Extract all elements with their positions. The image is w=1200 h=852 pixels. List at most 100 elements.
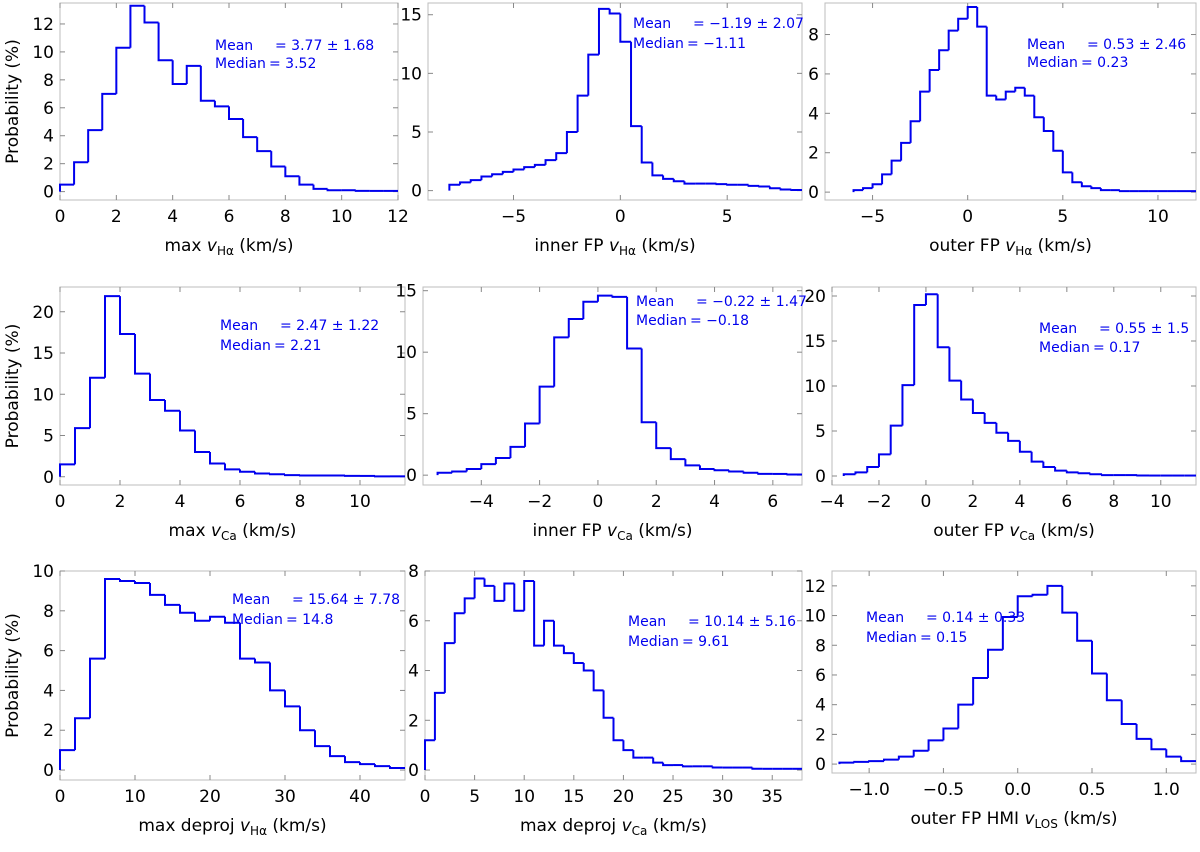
histogram-bin: [242, 118, 258, 139]
histogram-bin: [883, 758, 899, 762]
y-tick-label: 6: [815, 666, 826, 686]
plot-frame: [422, 286, 803, 486]
plot-frame: [831, 570, 1197, 774]
histogram-bin: [1135, 723, 1152, 740]
histogram-bin: [59, 463, 75, 477]
histogram-bin: [751, 767, 763, 770]
median-value: = 9.61: [682, 634, 729, 650]
y-tick-label: 12: [32, 15, 54, 35]
histogram-bin: [270, 151, 286, 168]
histogram-bin: [960, 380, 973, 401]
histogram-bin: [89, 657, 105, 719]
x-tick-label: 0: [55, 492, 66, 512]
histogram-bin: [1061, 150, 1073, 174]
histogram-bin: [359, 762, 375, 766]
y-tick-label: 10: [32, 43, 54, 63]
histogram-bin: [622, 740, 634, 752]
y-tick-label: 6: [43, 99, 54, 119]
histogram-bin: [491, 173, 503, 177]
x-tick-label: −1.0: [849, 780, 890, 800]
histogram-bin: [284, 166, 300, 178]
x-tick-label: 5: [1057, 207, 1068, 227]
y-tick-label: 8: [815, 636, 826, 656]
x-tick-label: 0: [615, 207, 626, 227]
histogram-bin: [868, 760, 884, 763]
histogram-bin: [194, 430, 210, 453]
y-tick-label: 15: [400, 6, 422, 26]
y-tick-label: 8: [808, 26, 819, 46]
x-tick-label: 2: [111, 207, 122, 227]
histogram-bin: [957, 17, 968, 31]
histogram-bin: [1046, 584, 1063, 595]
histogram-bin: [104, 295, 120, 378]
histogram-bin: [1018, 440, 1032, 453]
histogram-bin: [89, 376, 105, 429]
x-tick-label: −2: [527, 492, 552, 512]
histogram-bin: [582, 663, 594, 672]
histogram-bin: [1016, 595, 1033, 618]
histogram-bin: [786, 473, 802, 476]
y-tick-label: 2: [43, 721, 54, 741]
mean-value: = 0.55 ± 1.5: [1099, 321, 1189, 337]
x-tick-label: 10: [124, 787, 146, 807]
histogram-bin: [871, 183, 883, 189]
mean-label: Mean: [220, 318, 258, 334]
histogram-bin: [562, 645, 574, 655]
median-label: Median: [215, 56, 266, 72]
y-tick-label: 5: [43, 427, 54, 447]
median-label: Median: [220, 338, 271, 354]
x-tick-label: 1.0: [1153, 780, 1180, 800]
histogram-bin: [768, 186, 781, 190]
mean-value: = 2.47 ± 1.22: [280, 318, 379, 334]
histogram-bin: [681, 765, 693, 768]
histogram-bin: [596, 294, 613, 302]
histogram-bin: [619, 13, 632, 43]
histogram-bin: [213, 100, 229, 108]
plot-frame: [59, 2, 399, 201]
histogram-bin: [1030, 451, 1044, 463]
histogram-bin: [424, 739, 435, 771]
y-tick-label: 6: [408, 612, 419, 632]
histogram-bin: [1090, 186, 1101, 190]
histogram-bin: [544, 159, 557, 165]
y-tick-label: 2: [808, 144, 819, 164]
histogram-bin: [1080, 182, 1092, 188]
mean-value: = 0.14 ± 0.33: [926, 610, 1025, 626]
histogram-bin: [73, 161, 89, 185]
histogram-bin: [854, 471, 868, 475]
y-axis-label: Probability (%): [3, 39, 23, 164]
x-tick-label: 6: [767, 492, 778, 512]
histogram-bin: [164, 594, 180, 606]
histogram-bin: [494, 456, 511, 465]
histogram-bin: [597, 7, 610, 55]
histogram-bin: [612, 717, 624, 742]
histogram-bin: [852, 189, 864, 193]
histogram-bin: [443, 642, 455, 693]
median-value: = 2.21: [274, 338, 321, 354]
mean-value: = 10.14 ± 5.16: [688, 614, 796, 630]
histogram-bin: [453, 612, 465, 644]
histogram-bin: [842, 473, 856, 476]
histogram-bin: [344, 756, 360, 764]
y-tick-label: 4: [43, 681, 54, 701]
x-tick-label: 4: [167, 207, 178, 227]
histogram-bin: [448, 183, 461, 191]
y-tick-label: 5: [406, 405, 417, 425]
y-tick-label: 10: [32, 562, 54, 582]
histogram-bin: [565, 130, 578, 154]
x-tick-label: 10: [331, 207, 353, 227]
histogram-bin: [919, 90, 930, 122]
y-tick-label: 0: [411, 182, 422, 202]
histogram-bin: [672, 178, 685, 183]
mean-label: Mean: [215, 38, 253, 54]
histogram-bin: [179, 410, 195, 432]
x-tick-label: −0.5: [923, 780, 964, 800]
y-tick-label: 0: [408, 761, 419, 781]
y-tick-label: 15: [395, 282, 417, 302]
y-tick-label: 10: [32, 385, 54, 405]
histogram-bin: [662, 175, 674, 180]
histogram-bin: [1052, 131, 1063, 152]
histogram-bin: [1071, 172, 1082, 184]
x-tick-label: 5: [722, 207, 733, 227]
